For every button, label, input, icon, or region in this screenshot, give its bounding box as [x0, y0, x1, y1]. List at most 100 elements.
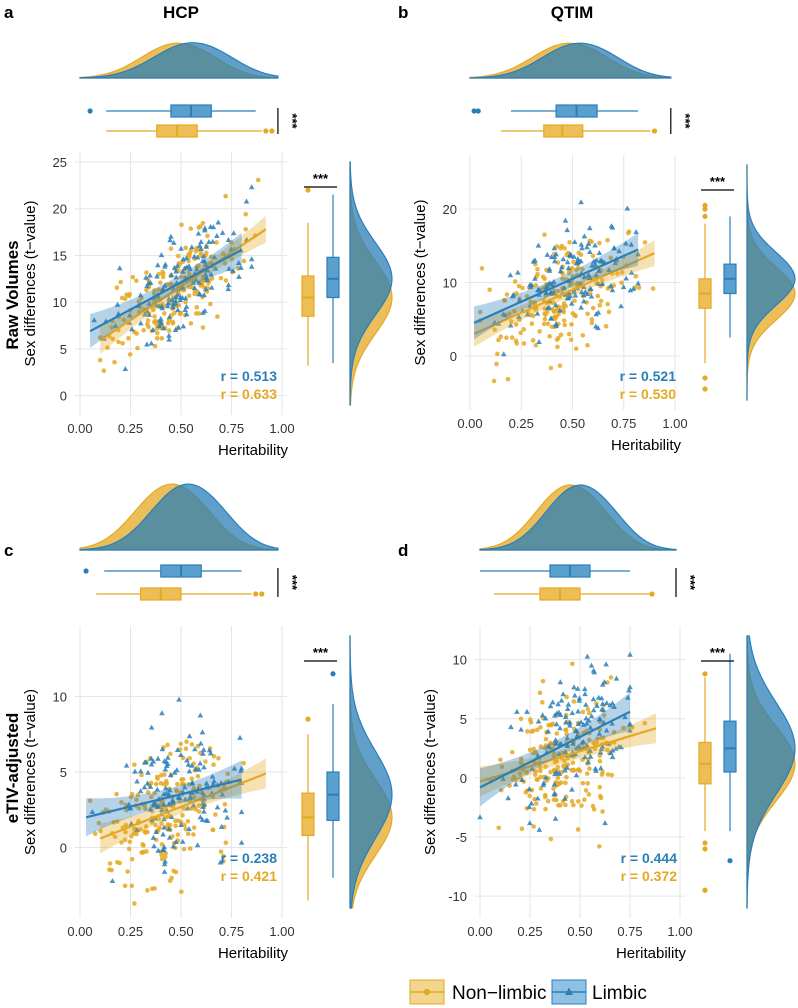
point-limbic — [593, 272, 599, 278]
limbic-fit-line — [89, 248, 243, 333]
point-limbic — [202, 271, 209, 277]
point-limbic — [609, 224, 616, 230]
point-nonlimbic — [599, 277, 605, 283]
vbox-nonlimbic-outlier — [702, 386, 708, 392]
point-limbic — [224, 814, 230, 820]
point-nonlimbic — [143, 806, 148, 812]
point-limbic — [627, 651, 633, 657]
point-limbic — [586, 275, 593, 281]
point-nonlimbic — [180, 813, 185, 818]
top-density-limbic — [79, 42, 279, 79]
point-limbic — [595, 309, 602, 315]
point-nonlimbic — [608, 255, 614, 261]
point-limbic — [141, 759, 148, 765]
point-limbic — [214, 232, 220, 238]
point-nonlimbic — [505, 376, 511, 382]
point-nonlimbic — [538, 774, 543, 780]
point-nonlimbic — [569, 799, 575, 804]
point-nonlimbic — [556, 335, 561, 341]
point-nonlimbic — [575, 280, 580, 286]
point-nonlimbic — [597, 784, 603, 790]
point-limbic — [588, 662, 595, 668]
point-limbic — [180, 323, 187, 329]
point-nonlimbic — [587, 737, 592, 743]
point-limbic — [175, 324, 182, 330]
point-limbic — [148, 724, 155, 730]
point-nonlimbic — [597, 240, 602, 246]
nonlimbic-fit-line — [473, 252, 655, 335]
point-limbic — [557, 725, 563, 731]
point-limbic — [190, 279, 197, 285]
sig-stars-side: *** — [313, 171, 329, 186]
point-nonlimbic — [558, 332, 564, 338]
point-nonlimbic — [568, 337, 574, 343]
point-limbic — [147, 806, 154, 812]
point-limbic — [186, 826, 192, 832]
point-nonlimbic — [545, 321, 551, 327]
point-limbic — [222, 807, 229, 813]
point-nonlimbic — [589, 317, 595, 322]
point-limbic — [137, 768, 144, 774]
x-tick-label: 0.25 — [517, 924, 542, 939]
point-nonlimbic — [606, 309, 612, 315]
point-nonlimbic — [198, 224, 203, 229]
point-limbic — [141, 784, 148, 790]
point-nonlimbic — [542, 232, 547, 237]
y-tick-label: 25 — [53, 155, 67, 170]
point-nonlimbic — [186, 782, 192, 787]
point-limbic — [109, 877, 116, 883]
point-limbic — [584, 653, 591, 659]
point-nonlimbic — [209, 276, 215, 281]
point-limbic — [586, 225, 593, 231]
point-nonlimbic — [155, 330, 160, 336]
point-nonlimbic — [528, 299, 534, 305]
y-tick-label: 0 — [60, 841, 67, 856]
top-density-limbic — [79, 483, 279, 551]
point-nonlimbic — [189, 742, 195, 747]
vbox-nonlimbic-outlier — [305, 716, 311, 722]
point-limbic — [160, 831, 166, 837]
point-nonlimbic — [540, 274, 546, 280]
point-nonlimbic — [585, 311, 590, 317]
point-nonlimbic — [551, 753, 557, 759]
point-nonlimbic — [524, 770, 530, 776]
point-nonlimbic — [153, 822, 158, 828]
y-tick-label: 10 — [53, 295, 67, 310]
point-nonlimbic — [215, 314, 220, 319]
point-nonlimbic — [550, 300, 556, 305]
point-nonlimbic — [175, 832, 181, 837]
point-limbic — [599, 281, 606, 287]
point-nonlimbic — [585, 706, 591, 712]
hbox-nonlimbic-outlier — [263, 128, 269, 134]
point-nonlimbic — [569, 322, 574, 327]
point-nonlimbic — [567, 283, 573, 288]
point-limbic — [203, 817, 209, 823]
point-nonlimbic — [573, 346, 579, 351]
point-nonlimbic — [563, 780, 568, 786]
x-tick-label: 0.50 — [168, 421, 193, 436]
point-nonlimbic — [159, 336, 165, 341]
y-tick-label: -5 — [455, 830, 467, 845]
point-nonlimbic — [543, 736, 549, 742]
vbox-nonlimbic-outlier — [702, 840, 708, 846]
legend-point-limbic — [565, 987, 573, 995]
point-limbic — [179, 285, 186, 291]
x-tick-label: 0.25 — [509, 416, 534, 431]
point-nonlimbic — [590, 803, 596, 809]
point-limbic — [174, 291, 181, 297]
point-limbic — [609, 287, 616, 293]
point-nonlimbic — [586, 792, 592, 797]
point-limbic — [209, 773, 216, 779]
point-limbic — [586, 717, 592, 723]
point-limbic — [590, 707, 597, 713]
point-nonlimbic — [198, 253, 203, 258]
point-limbic — [141, 311, 148, 317]
x-tick-label: 0.50 — [560, 416, 585, 431]
point-nonlimbic — [582, 797, 587, 803]
point-nonlimbic — [168, 751, 173, 757]
point-nonlimbic — [619, 270, 625, 275]
point-nonlimbic — [200, 220, 206, 226]
point-nonlimbic — [583, 788, 589, 793]
point-limbic — [207, 750, 214, 756]
point-limbic — [587, 753, 594, 759]
